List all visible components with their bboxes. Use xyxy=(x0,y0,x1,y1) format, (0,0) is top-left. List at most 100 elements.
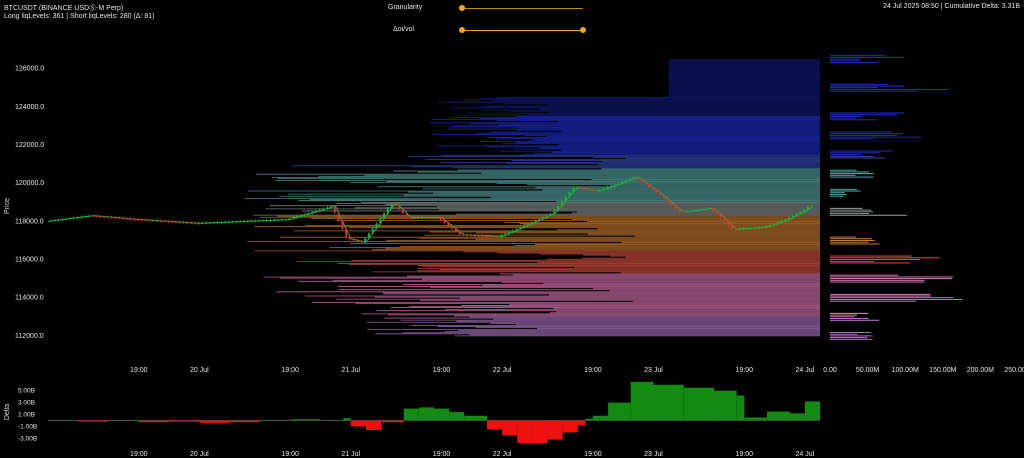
profile-tick-label: 150.00M xyxy=(929,367,956,374)
candle-body xyxy=(806,206,809,210)
delta-area-segment xyxy=(290,419,321,421)
doi-vol-slider-max-handle[interactable] xyxy=(580,27,586,33)
doi-vol-slider-min-handle[interactable] xyxy=(459,27,465,33)
candle-body xyxy=(519,227,522,229)
candle-body xyxy=(738,228,741,230)
candle-body xyxy=(742,228,745,230)
candle-body xyxy=(659,192,662,196)
candle-body xyxy=(485,235,488,237)
candle-body xyxy=(640,179,643,182)
candle-body xyxy=(375,223,378,229)
delta-area-segment xyxy=(517,420,533,444)
delta-area-segment xyxy=(577,420,586,426)
candle-body xyxy=(409,216,412,218)
candle-body xyxy=(432,217,435,219)
delta-area-segment xyxy=(449,412,465,421)
granularity-slider-track[interactable] xyxy=(462,8,583,9)
profile-tick-label: 250.00M xyxy=(1004,367,1024,374)
candle-body xyxy=(795,214,798,217)
candle-body xyxy=(810,206,813,208)
candle-body xyxy=(549,214,552,216)
candle-body xyxy=(337,212,340,221)
candle-body xyxy=(447,222,450,226)
candle-body xyxy=(273,219,276,221)
candle-body xyxy=(500,235,503,237)
profile-tick-label: 200.00M xyxy=(967,367,994,374)
candle-body xyxy=(708,208,711,210)
price-tick-label: 116000.0 xyxy=(15,257,44,264)
profile-tick-label: 50.00M xyxy=(856,367,880,374)
delta-axis-label: Delta xyxy=(4,404,11,420)
candle-body xyxy=(439,217,442,220)
candle-body xyxy=(454,228,457,232)
candle-body xyxy=(379,218,382,224)
candle-body xyxy=(171,221,174,223)
doi-vol-slider-track[interactable] xyxy=(462,30,583,31)
candle-body xyxy=(140,219,143,221)
delta-area-segment xyxy=(653,384,684,421)
delta-area-segment xyxy=(381,420,404,423)
price-time-tick-label: 23 Jul xyxy=(644,367,663,374)
candle-body xyxy=(265,220,268,222)
candle-body xyxy=(137,219,140,221)
datetime-cumulative-delta: 24 Jul 2025 08:50 | Cumulative Delta: 3.… xyxy=(883,3,1020,10)
candle-body xyxy=(72,217,75,219)
delta-area-segment xyxy=(343,418,351,421)
candle-body xyxy=(625,180,628,182)
candle-body xyxy=(568,192,571,197)
delta-area-segment xyxy=(744,417,768,421)
delta-area-segment xyxy=(562,420,578,433)
candle-body xyxy=(576,187,579,189)
candle-body xyxy=(261,220,264,222)
candle-body xyxy=(504,233,507,236)
delta-time-tick-label: 19:00 xyxy=(433,451,451,458)
candle-body xyxy=(591,189,594,191)
price-time-tick-label: 19:00 xyxy=(433,367,451,374)
candle-body xyxy=(784,219,787,221)
candle-body xyxy=(394,203,397,206)
candle-body xyxy=(352,239,355,241)
delta-time-tick-label: 19:00 xyxy=(281,451,299,458)
doi-vol-label: Δoi/vol xyxy=(393,26,415,33)
candle-body xyxy=(436,217,439,219)
candle-body xyxy=(458,231,461,235)
candle-body xyxy=(473,235,476,237)
candle-body xyxy=(197,223,200,225)
candle-body xyxy=(367,233,370,239)
price-time-tick-label: 21 Jul xyxy=(341,367,360,374)
candle-body xyxy=(746,228,749,230)
candle-body xyxy=(224,222,227,224)
candle-body xyxy=(99,216,102,218)
candle-body xyxy=(333,206,336,213)
candle-body xyxy=(470,235,473,237)
candle-body xyxy=(322,208,325,210)
candle-body xyxy=(534,220,537,223)
candle-body xyxy=(356,240,359,242)
candle-body xyxy=(511,230,514,233)
candle-body xyxy=(734,228,737,230)
candle-body xyxy=(254,220,257,222)
candle-body xyxy=(330,206,333,208)
candle-body xyxy=(231,221,234,223)
candle-body xyxy=(791,216,794,218)
candle-body xyxy=(87,215,90,217)
candle-body xyxy=(477,235,480,237)
delta-area-segment xyxy=(229,420,260,423)
candle-body xyxy=(670,201,673,205)
price-time-tick-label: 19:00 xyxy=(736,367,754,374)
candle-body xyxy=(799,212,802,215)
candle-body xyxy=(587,188,590,190)
candle-body xyxy=(193,222,196,224)
candle-body xyxy=(239,221,242,223)
granularity-slider-handle[interactable] xyxy=(459,5,465,11)
candle-body xyxy=(716,210,719,215)
candle-body xyxy=(208,222,211,224)
candle-body xyxy=(579,187,582,189)
delta-time-tick-label: 19:00 xyxy=(584,451,602,458)
candle-body xyxy=(489,236,492,238)
delta-tick-label: -3.00B xyxy=(18,435,37,442)
delta-area-segment xyxy=(532,420,548,444)
candle-body xyxy=(541,217,544,220)
candle-body xyxy=(91,215,94,217)
candle-body xyxy=(61,219,64,221)
